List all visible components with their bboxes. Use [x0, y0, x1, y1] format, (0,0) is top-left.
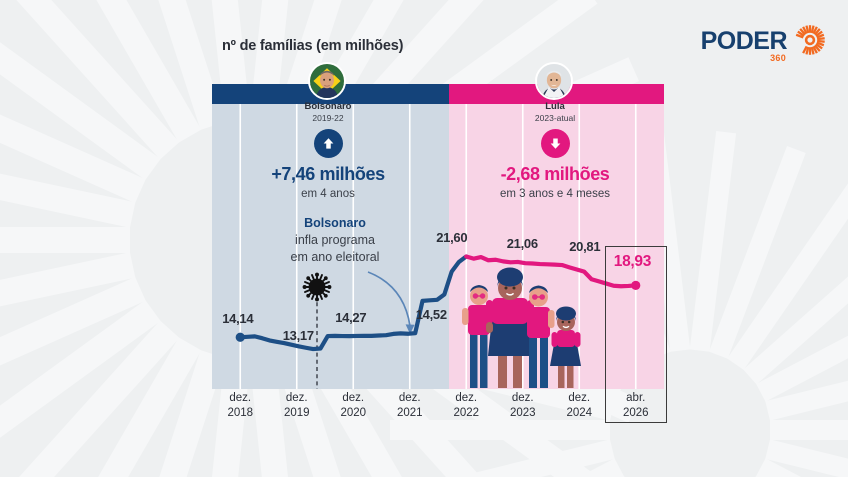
x-tick-year: 2021: [396, 406, 423, 419]
sunburst-icon: [795, 25, 825, 55]
x-axis-tick-2022: dez. 2022: [438, 391, 494, 420]
value-label-2021: 14,52: [415, 307, 447, 323]
x-tick-year: 2018: [227, 406, 254, 419]
bolsonaro-years: 2019-22: [312, 112, 344, 123]
lula-portrait-avatar: [535, 62, 573, 100]
logo-poder-text: PODER: [700, 26, 788, 55]
x-tick-month: dez.: [398, 392, 421, 404]
x-tick-month: dez.: [511, 392, 534, 404]
x-tick-month: dez.: [285, 392, 308, 404]
stat-bolsonaro: +7,46 milhões em 4 anos: [228, 129, 428, 200]
x-tick-month: dez.: [455, 392, 478, 404]
value-label-2026: 18,93: [613, 253, 652, 271]
x-axis-tick-2024: dez. 2024: [551, 391, 607, 420]
annotation-title: Bolsonaro: [304, 216, 366, 230]
annotation-line2: em ano eleitoral: [290, 249, 380, 264]
arrow-down-icon: [540, 129, 570, 158]
lula-stat-sub: em 3 anos e 4 meses: [500, 187, 610, 200]
panel-lula-heading: Lula 2023-atual: [480, 101, 630, 124]
x-tick-year: 2020: [340, 406, 367, 419]
lula-stat-value: -2,68 milhões: [500, 164, 610, 184]
x-tick-month: dez.: [229, 392, 252, 404]
stat-lula: -2,68 milhões em 3 anos e 4 meses: [455, 129, 655, 200]
logo-360-text: 360: [770, 52, 786, 63]
value-label-2023: 21,06: [506, 236, 538, 252]
x-axis-tick-2020: dez. 2020: [325, 391, 381, 420]
value-label-2018: 14,14: [222, 311, 254, 327]
value-label-2019: 13,17: [282, 327, 314, 343]
x-tick-year: 2019: [283, 406, 310, 419]
x-axis-tick-2023: dez. 2023: [495, 391, 551, 420]
chart-annotation: Bolsonaro infla programa em ano eleitora…: [240, 215, 430, 266]
arrow-up-icon: [313, 129, 343, 158]
x-tick-month: abr.: [626, 392, 646, 404]
bolsonaro-portrait-avatar: [308, 62, 346, 100]
page-title: nº de famílias (em milhões): [222, 38, 404, 54]
value-label-2024: 20,81: [569, 239, 601, 255]
x-tick-year: 2023: [509, 406, 536, 419]
bolsonaro-stat-value: +7,46 milhões: [271, 164, 385, 184]
panel-bolsonaro-heading: Bolsonaro 2019-22: [253, 101, 403, 124]
x-axis-tick-2021: dez. 2021: [382, 391, 438, 420]
x-axis: dez. 2018 dez. 2019 dez. 2020 dez. 2021 dez. 2022…: [212, 389, 664, 435]
x-tick-year: 2024: [566, 406, 593, 419]
value-label-2022: 21,60: [436, 230, 468, 246]
x-tick-month: dez.: [568, 392, 591, 404]
x-tick-year: 2026: [622, 406, 649, 419]
poder360-logo: PODER 360: [700, 24, 826, 63]
lula-years: 2023-atual: [534, 112, 576, 123]
annotation-line1: infla programa: [295, 232, 375, 247]
bolsonaro-stat-sub: em 4 anos: [301, 187, 355, 200]
x-axis-tick-2019: dez. 2019: [269, 391, 325, 420]
x-axis-tick-2026: abr. 2026: [608, 391, 664, 420]
logo-wordmark: PODER 360: [700, 26, 788, 63]
x-tick-month: dez.: [342, 392, 365, 404]
x-tick-year: 2022: [453, 406, 480, 419]
value-label-2020: 14,27: [335, 309, 367, 325]
x-axis-tick-2018: dez. 2018: [212, 391, 268, 420]
lula-name: Lula: [545, 101, 565, 112]
bolsonaro-name: Bolsonaro: [304, 101, 352, 112]
